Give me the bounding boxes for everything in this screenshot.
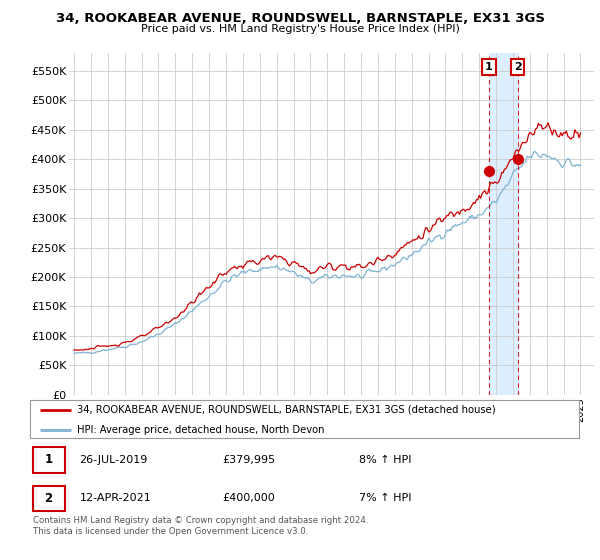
Text: 2: 2: [514, 62, 521, 72]
FancyBboxPatch shape: [30, 400, 579, 438]
Text: £400,000: £400,000: [222, 493, 275, 503]
Bar: [489, 53, 518, 395]
Text: 1: 1: [485, 62, 493, 72]
FancyBboxPatch shape: [33, 447, 65, 473]
Text: 34, ROOKABEAR AVENUE, ROUNDSWELL, BARNSTAPLE, EX31 3GS (detached house): 34, ROOKABEAR AVENUE, ROUNDSWELL, BARNST…: [77, 405, 495, 415]
Text: 12-APR-2021: 12-APR-2021: [79, 493, 151, 503]
Text: 26-JUL-2019: 26-JUL-2019: [79, 455, 148, 465]
FancyBboxPatch shape: [33, 486, 65, 511]
Text: HPI: Average price, detached house, North Devon: HPI: Average price, detached house, Nort…: [77, 424, 324, 435]
Text: 8% ↑ HPI: 8% ↑ HPI: [359, 455, 412, 465]
Text: 7% ↑ HPI: 7% ↑ HPI: [359, 493, 412, 503]
Text: 2: 2: [44, 492, 53, 505]
Text: Contains HM Land Registry data © Crown copyright and database right 2024.
This d: Contains HM Land Registry data © Crown c…: [33, 516, 368, 536]
Text: Price paid vs. HM Land Registry's House Price Index (HPI): Price paid vs. HM Land Registry's House …: [140, 24, 460, 34]
Text: 34, ROOKABEAR AVENUE, ROUNDSWELL, BARNSTAPLE, EX31 3GS: 34, ROOKABEAR AVENUE, ROUNDSWELL, BARNST…: [56, 12, 545, 25]
Text: 1: 1: [44, 454, 53, 466]
Text: £379,995: £379,995: [222, 455, 275, 465]
